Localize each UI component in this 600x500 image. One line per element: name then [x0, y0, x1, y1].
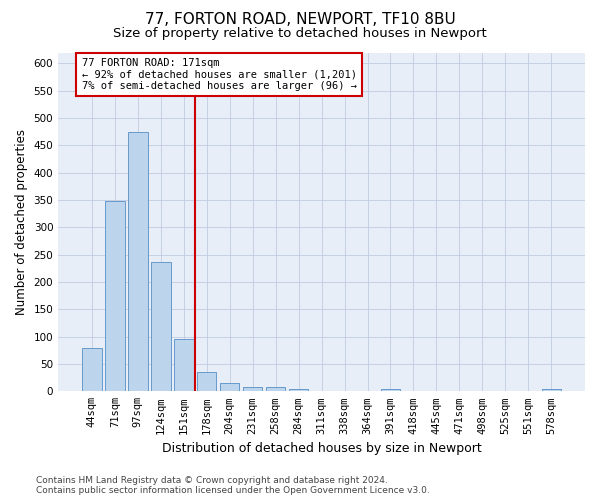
Text: 77 FORTON ROAD: 171sqm
← 92% of detached houses are smaller (1,201)
7% of semi-d: 77 FORTON ROAD: 171sqm ← 92% of detached…: [82, 58, 356, 91]
Bar: [151, 262, 170, 392]
Bar: [82, 348, 101, 392]
Bar: [542, 388, 561, 392]
Bar: [105, 201, 125, 392]
Text: Size of property relative to detached houses in Newport: Size of property relative to detached ho…: [113, 28, 487, 40]
Bar: [266, 387, 286, 392]
Bar: [174, 339, 194, 392]
Text: Contains HM Land Registry data © Crown copyright and database right 2024.
Contai: Contains HM Land Registry data © Crown c…: [36, 476, 430, 495]
Bar: [128, 132, 148, 392]
X-axis label: Distribution of detached houses by size in Newport: Distribution of detached houses by size …: [162, 442, 481, 455]
Bar: [220, 382, 239, 392]
Text: 77, FORTON ROAD, NEWPORT, TF10 8BU: 77, FORTON ROAD, NEWPORT, TF10 8BU: [145, 12, 455, 28]
Bar: [381, 388, 400, 392]
Bar: [243, 387, 262, 392]
Y-axis label: Number of detached properties: Number of detached properties: [15, 129, 28, 315]
Bar: [197, 372, 217, 392]
Bar: [289, 388, 308, 392]
